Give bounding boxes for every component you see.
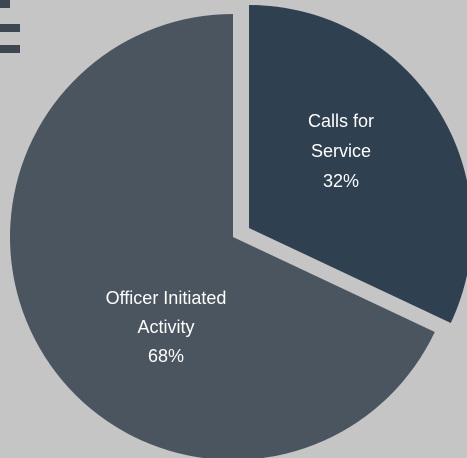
slice-label-line: Activity bbox=[137, 317, 194, 337]
decorative-glyph bbox=[0, 0, 20, 53]
decorative-bar bbox=[0, 24, 20, 32]
slice-percent-label: 68% bbox=[148, 346, 184, 366]
slice-label-officer-initiated-activity: Officer Initiated Activity 68% bbox=[106, 288, 227, 366]
decorative-bar bbox=[0, 0, 10, 8]
slice-officer-initiated-activity bbox=[10, 14, 435, 458]
slice-label-calls-for-service: Calls for Service 32% bbox=[308, 111, 374, 191]
decorative-bar bbox=[0, 45, 20, 53]
slice-label-line: Officer Initiated bbox=[106, 288, 227, 308]
slice-label-line: Calls for bbox=[308, 111, 374, 131]
slice-percent-label: 32% bbox=[323, 171, 359, 191]
pie-slices bbox=[10, 5, 467, 458]
slice-label-line: Service bbox=[311, 141, 371, 161]
slice-calls-for-service bbox=[249, 5, 467, 323]
